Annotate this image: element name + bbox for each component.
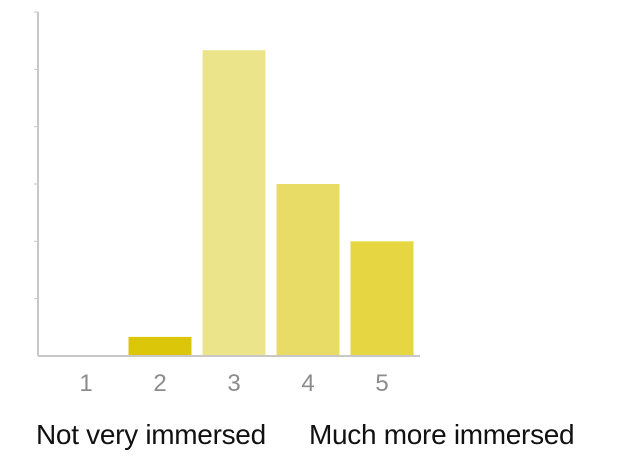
bar-3	[202, 50, 266, 356]
x-tick-label-4: 4	[301, 370, 314, 397]
x-tick-label-1: 1	[79, 370, 92, 397]
x-tick-label-3: 3	[227, 370, 240, 397]
axes-group	[34, 11, 420, 357]
scale-low-label: Not very immersed	[36, 419, 266, 450]
x-tick-label-5: 5	[375, 370, 388, 397]
x-tick-label-2: 2	[153, 370, 166, 397]
scale-high-label: Much more immersed	[309, 419, 575, 450]
bars-group	[128, 50, 414, 356]
bar-4	[276, 184, 340, 356]
x-tick-labels: 1 2 3 4 5	[79, 370, 388, 397]
bar-2	[128, 336, 192, 356]
bar-5	[350, 241, 414, 356]
